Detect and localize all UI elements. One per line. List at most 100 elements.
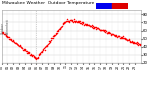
Point <box>123 37 126 39</box>
Point <box>120 37 122 38</box>
Point <box>131 40 133 42</box>
Point <box>55 32 58 34</box>
Point <box>130 42 132 43</box>
Point <box>78 22 81 23</box>
Point <box>73 21 76 22</box>
Point <box>30 54 32 56</box>
Point <box>14 42 17 44</box>
Point <box>34 57 36 58</box>
Point <box>106 32 108 34</box>
Point <box>80 21 83 23</box>
Point <box>117 35 120 37</box>
Point <box>21 47 24 49</box>
Point <box>73 19 75 20</box>
Point <box>25 50 27 51</box>
Point <box>15 42 17 44</box>
Point <box>134 42 137 44</box>
Point <box>109 33 111 34</box>
Point <box>70 20 72 21</box>
Point <box>132 42 135 44</box>
Point <box>42 49 45 50</box>
Point <box>15 44 18 45</box>
Point <box>58 29 61 30</box>
Point <box>96 28 99 29</box>
Point <box>66 20 69 22</box>
Point <box>102 30 105 32</box>
Bar <box>96 3 112 9</box>
Point <box>129 40 132 41</box>
Point <box>128 41 131 43</box>
Point <box>105 32 108 33</box>
Point <box>100 29 103 31</box>
Point <box>87 24 89 26</box>
Point <box>43 49 46 50</box>
Point <box>36 57 39 59</box>
Point <box>26 52 29 53</box>
Point <box>85 24 88 26</box>
Point <box>86 25 88 26</box>
Point <box>90 26 93 27</box>
Point <box>60 26 63 27</box>
Point <box>110 34 112 35</box>
Point <box>99 29 101 31</box>
Point <box>39 52 42 53</box>
Point <box>18 44 21 45</box>
Point <box>135 42 137 44</box>
Point <box>79 22 82 23</box>
Point <box>121 37 124 38</box>
Point <box>6 36 9 37</box>
Point <box>10 39 13 40</box>
Point <box>17 44 20 46</box>
Point <box>98 29 101 31</box>
Point <box>32 55 34 56</box>
Point <box>37 56 39 58</box>
Point <box>58 29 60 30</box>
Point <box>67 20 70 21</box>
Point <box>51 37 54 39</box>
Point <box>138 44 141 46</box>
Point <box>75 21 78 22</box>
Point <box>83 23 86 24</box>
Point <box>31 54 34 56</box>
Point <box>18 45 20 46</box>
Point <box>86 24 89 25</box>
Point <box>24 49 27 51</box>
Point <box>66 19 68 20</box>
Point <box>91 26 94 27</box>
Point <box>33 57 36 58</box>
Point <box>50 38 53 39</box>
Point <box>21 48 23 49</box>
Point <box>88 25 91 27</box>
Point <box>41 49 44 50</box>
Text: Milwaukee Weather  Outdoor Temperature: Milwaukee Weather Outdoor Temperature <box>2 1 94 5</box>
Point <box>20 47 22 48</box>
Point <box>9 38 12 40</box>
Point <box>49 40 52 42</box>
Point <box>89 25 92 26</box>
Point <box>76 21 78 23</box>
Point <box>102 29 104 31</box>
Point <box>8 39 11 40</box>
Point <box>84 23 86 24</box>
Point <box>24 49 26 50</box>
Point <box>64 21 67 23</box>
Point <box>120 37 123 38</box>
Point <box>48 41 51 42</box>
Point <box>44 46 47 47</box>
Point <box>29 54 31 56</box>
Point <box>136 43 138 45</box>
Point <box>20 46 23 47</box>
Point <box>126 39 129 41</box>
Point <box>64 21 66 22</box>
Point <box>52 35 55 37</box>
Point <box>57 29 60 31</box>
Point <box>80 22 82 23</box>
Point <box>43 47 45 48</box>
Point <box>77 21 80 22</box>
Point <box>46 44 48 46</box>
Point <box>47 42 50 43</box>
Point <box>137 45 140 46</box>
Point <box>84 23 87 24</box>
Point <box>19 46 21 47</box>
Point <box>11 41 14 42</box>
